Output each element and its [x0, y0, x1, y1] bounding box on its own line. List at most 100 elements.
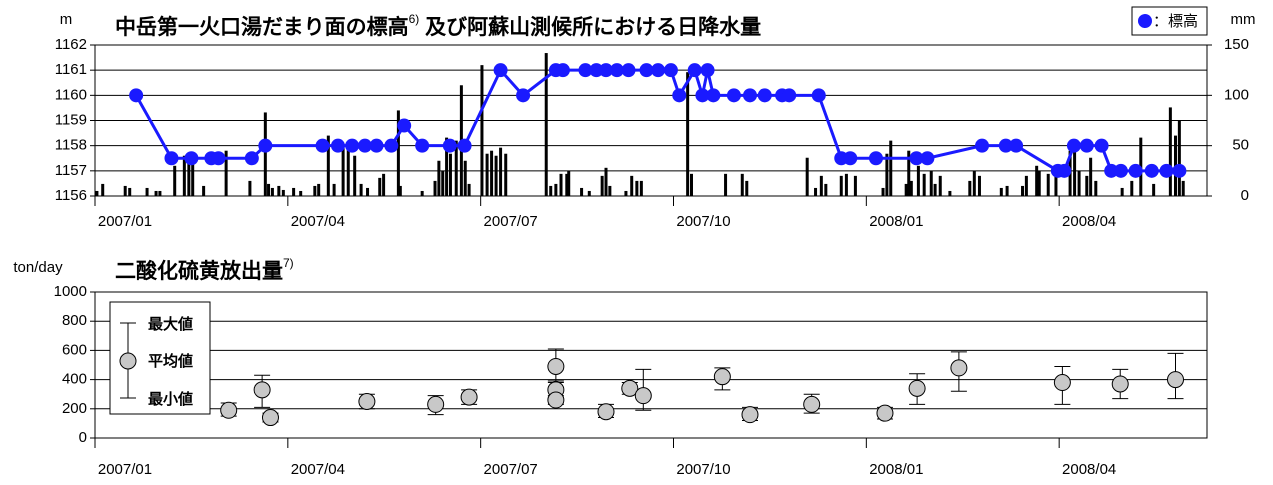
elevation-point: [578, 63, 593, 78]
rain-bar: [686, 72, 690, 196]
mean-point: [803, 395, 821, 413]
legend-label: 平均値: [148, 352, 193, 370]
rain-bar: [639, 180, 643, 196]
chart-title: 二酸化硫黄放出量7): [115, 256, 294, 282]
mean-point: [908, 379, 926, 397]
rain-bar: [1024, 175, 1028, 196]
elevation-point: [1094, 138, 1109, 153]
rain-bar: [182, 155, 186, 196]
elevation-point: [651, 63, 666, 78]
rain-bar: [844, 173, 848, 196]
elevation-point: [589, 63, 604, 78]
rain-bar: [929, 170, 933, 196]
rain-bar: [938, 175, 942, 196]
y2-tick-label: 0: [1241, 187, 1249, 204]
legend-marker: [119, 352, 137, 370]
rain-bar: [567, 170, 571, 196]
x-tick-label: 2007/10: [676, 461, 730, 478]
rain-bar: [1094, 180, 1098, 196]
rain-bar: [565, 173, 569, 196]
elevation-point: [843, 151, 858, 166]
elevation-point: [1128, 163, 1143, 178]
y-axis-unit: m: [60, 11, 73, 28]
rain-bar: [1120, 187, 1124, 196]
mean-point: [1111, 375, 1129, 393]
elevation-point: [599, 63, 614, 78]
rain-bar: [441, 170, 445, 196]
rain-bar: [1085, 175, 1089, 196]
rain-bar: [467, 183, 471, 196]
elevation-point: [909, 151, 924, 166]
rain-bar: [224, 150, 228, 196]
mean-point: [1053, 374, 1071, 392]
legend-label: ：標高: [1153, 13, 1198, 30]
rain-bar: [972, 170, 976, 196]
legend-label: 最大値: [148, 315, 193, 333]
y-tick-label: 1158: [55, 137, 87, 154]
rain-bar: [1177, 120, 1181, 196]
rain-bar: [378, 177, 382, 196]
rain-bar: [480, 65, 484, 196]
x-tick-label: 2007/10: [676, 213, 730, 230]
elevation-point: [164, 151, 179, 166]
rain-bar: [248, 180, 252, 196]
rain-bar: [202, 185, 206, 196]
elevation-point: [811, 88, 826, 103]
y-tick-label: 1157: [55, 162, 87, 179]
elevation-point: [609, 63, 624, 78]
rain-bar: [1089, 157, 1093, 196]
rain-bar: [1021, 185, 1025, 196]
mean-point: [634, 387, 652, 405]
elevation-point: [920, 151, 935, 166]
elevation-point: [258, 138, 273, 153]
x-tick-label: 2008/01: [869, 213, 923, 230]
x-tick-label: 2008/04: [1062, 213, 1116, 230]
rain-bar: [346, 147, 350, 196]
rain-bar: [267, 183, 271, 196]
rain-bar: [145, 187, 149, 196]
elevation-point: [129, 88, 144, 103]
legend-marker: [1138, 14, 1152, 28]
rain-bar: [1077, 170, 1081, 196]
rain-bar: [1005, 185, 1009, 196]
rain-bar: [463, 160, 467, 196]
y-tick-label: 400: [62, 371, 87, 388]
rain-bar: [933, 183, 937, 196]
x-tick-label: 2008/01: [869, 461, 923, 478]
y2-tick-label: 50: [1232, 137, 1249, 154]
rain-bar: [187, 157, 191, 196]
rain-bar: [724, 173, 728, 196]
rain-bar: [907, 150, 911, 196]
rain-bar: [158, 190, 162, 196]
x-tick-label: 2007/01: [98, 461, 152, 478]
legend-label: 最小値: [148, 390, 193, 408]
rain-bar: [814, 187, 818, 196]
rain-bar: [494, 155, 498, 196]
y2-axis-unit: mm: [1231, 11, 1256, 28]
rain-bar: [353, 155, 357, 196]
plot-frame: [94, 44, 1208, 197]
mean-point: [950, 359, 968, 377]
rain-bar: [292, 187, 296, 196]
rain-bar: [819, 175, 823, 196]
y-tick-label: 1162: [55, 36, 87, 53]
rain-bar: [317, 183, 321, 196]
title-note: 7): [283, 256, 294, 270]
x-tick-label: 2007/04: [291, 461, 345, 478]
rain-bar: [437, 160, 441, 196]
rain-bar: [359, 183, 363, 196]
rain-bar: [885, 153, 889, 196]
rain-bar: [277, 185, 281, 196]
y-tick-label: 1159: [55, 111, 87, 128]
rain-bar: [580, 187, 584, 196]
rain-bar: [635, 180, 639, 196]
elevation-point: [457, 138, 472, 153]
mean-point: [220, 401, 238, 419]
rain-bar: [587, 190, 591, 196]
rain-bar: [123, 185, 127, 196]
elevation-point: [782, 88, 797, 103]
rain-bar: [191, 163, 195, 196]
y-tick-label: 0: [79, 429, 87, 446]
elevation-point: [1144, 163, 1159, 178]
